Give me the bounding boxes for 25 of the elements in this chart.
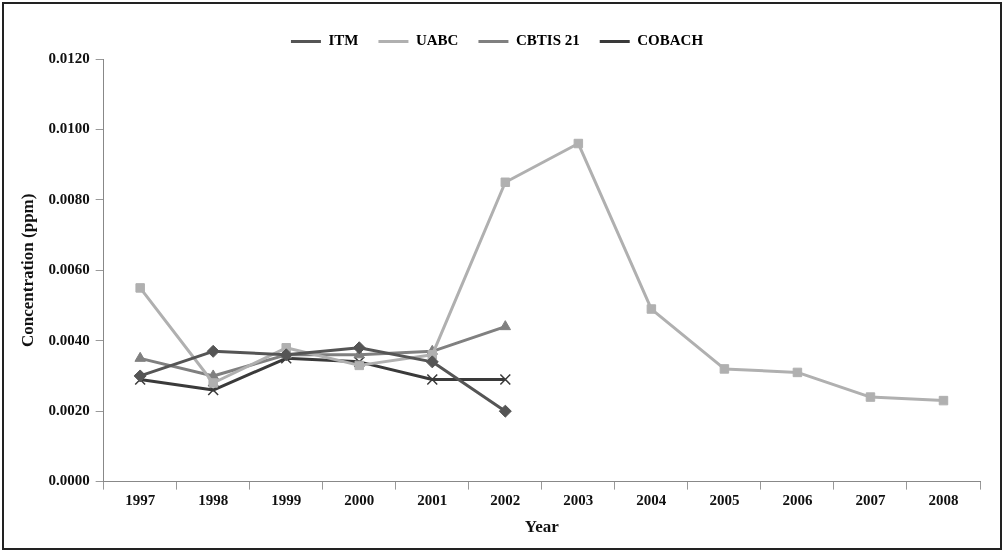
- x-tick-label: 1999: [271, 492, 302, 509]
- y-tick-label: 0.0020: [48, 402, 90, 419]
- x-tick-label: 1998: [198, 492, 229, 509]
- y-tick-label: 0.0040: [48, 331, 90, 348]
- x-tick-label: 2008: [928, 492, 959, 509]
- x-tick-label: 1997: [125, 492, 156, 509]
- x-tick-label: 2003: [563, 492, 594, 509]
- x-tick-label: 2007: [855, 492, 886, 509]
- legend-label: ITM: [328, 32, 359, 49]
- y-tick-label: 0.0000: [48, 472, 90, 489]
- y-tick-label: 0.0060: [48, 261, 90, 278]
- legend-label: UABC: [415, 32, 459, 49]
- x-tick-label: 2004: [636, 492, 667, 509]
- legend-label: COBACH: [637, 32, 704, 49]
- y-tick-label: 0.0120: [48, 49, 90, 66]
- y-tick-label: 0.0080: [48, 190, 90, 207]
- legend-label: CBTIS 21: [515, 32, 580, 49]
- x-tick-label: 2001: [417, 492, 448, 509]
- x-tick-label: 2005: [709, 492, 740, 509]
- y-tick-label: 0.0100: [48, 120, 90, 137]
- x-tick-label: 2006: [782, 492, 813, 509]
- x-tick-label: 2000: [344, 492, 375, 509]
- x-axis-title: Year: [524, 517, 560, 537]
- x-tick-label: 2002: [490, 492, 521, 509]
- y-axis-title: Concentration (ppm): [17, 193, 37, 348]
